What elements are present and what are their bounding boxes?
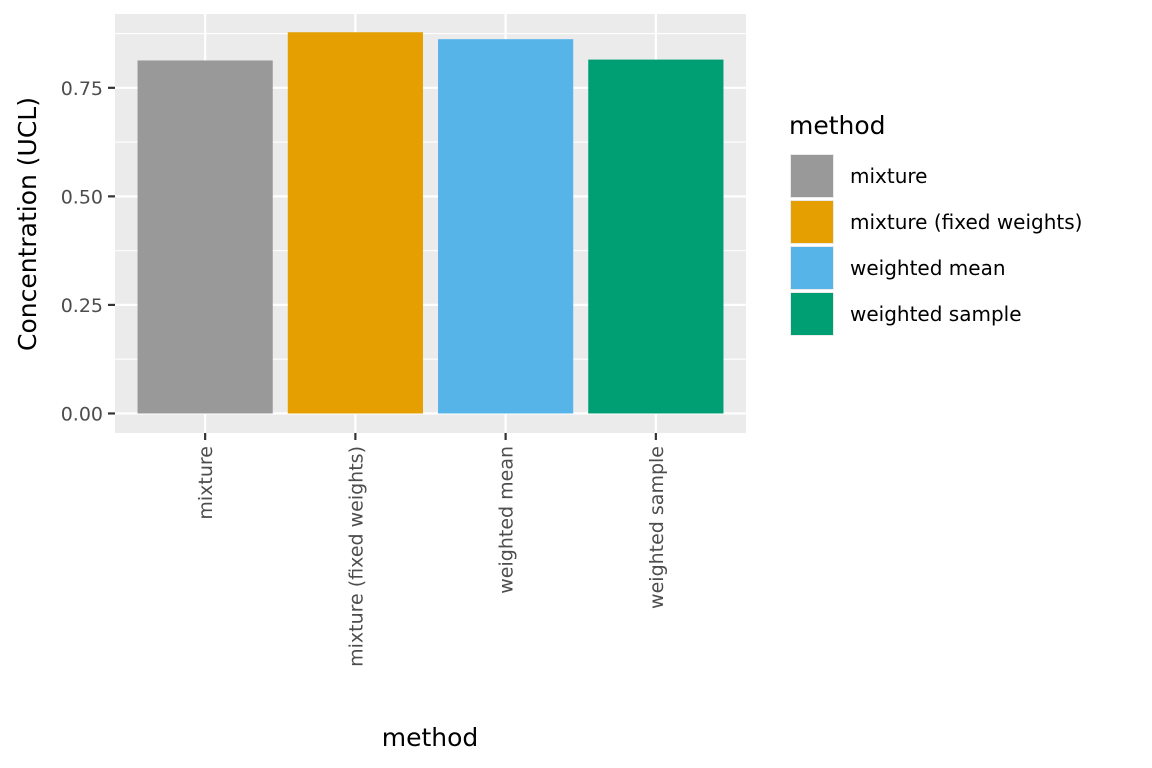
x-axis: mixture mixture (fixed weights) weighted m… [195,433,668,667]
y-axis-title: Concentration (UCL) [13,97,42,351]
x-tick-label: mixture [195,446,217,520]
y-axis: 0.00 0.25 0.50 0.75 [61,78,115,425]
legend: method mixture mixture (fixed weights) wei… [789,111,1082,336]
legend-label: mixture (fixed weights) [850,210,1082,234]
legend-key [791,155,833,197]
legend-key [791,201,833,243]
legend-key [791,293,833,335]
bar [287,32,423,414]
x-tick-label: weighted mean [496,446,518,594]
bar [137,60,273,414]
x-tick-label: mixture (fixed weights) [345,446,367,667]
y-tick-label: 0.75 [61,78,103,100]
bar [588,59,724,414]
legend-label: weighted mean [850,256,1006,280]
y-tick-label: 0.50 [61,186,103,208]
bars [137,32,724,414]
legend-key [791,247,833,289]
x-axis-title: method [382,723,479,752]
legend-title: method [789,111,886,140]
y-tick-label: 0.25 [61,295,103,317]
bar [438,39,574,414]
legend-label: mixture [850,164,927,188]
legend-label: weighted sample [850,302,1022,326]
x-tick-label: weighted sample [646,446,668,609]
y-tick-label: 0.00 [61,403,103,425]
